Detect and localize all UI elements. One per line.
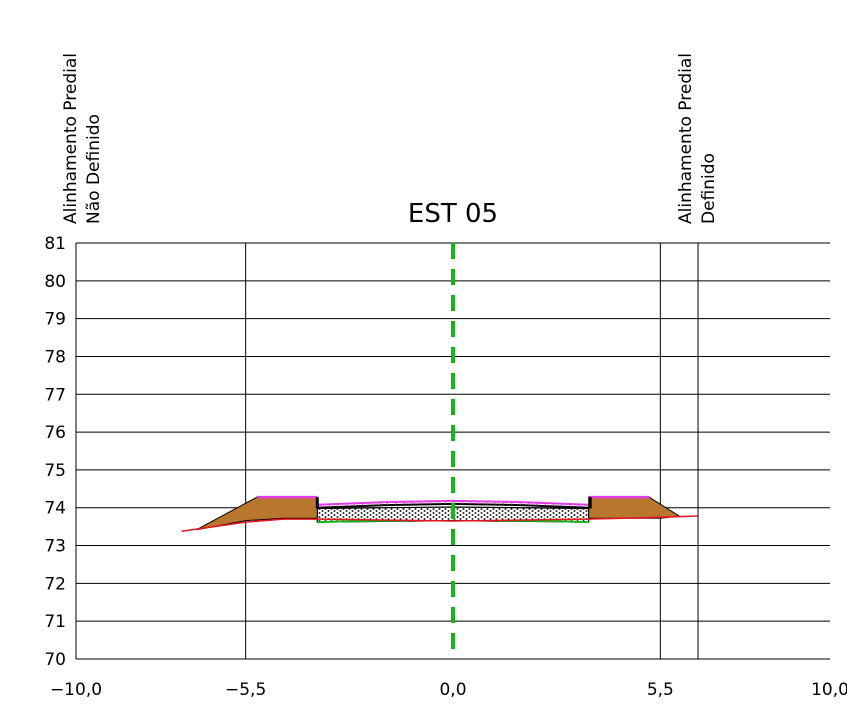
vertical-lines-layer [245, 243, 699, 659]
x-tick-label: −5,5 [225, 680, 266, 700]
natural-terrain-line [181, 515, 699, 532]
x-tick-label: 10,0 [811, 680, 847, 700]
y-tick-label: 71 [44, 612, 66, 632]
left-curb [315, 497, 319, 509]
left-alignment-label-line2: Não Definido [84, 114, 104, 224]
x-tick-label: −10,0 [50, 680, 102, 700]
x-tick-label: 0,0 [439, 680, 466, 700]
right-curb [588, 497, 592, 509]
y-tick-label: 76 [44, 423, 66, 443]
y-tick-label: 74 [44, 499, 66, 519]
y-tick-label: 80 [44, 272, 66, 292]
station-title: EST 05 [408, 199, 498, 229]
left-alignment-label-line1: Alinhamento Predial [61, 53, 81, 224]
y-tick-label: 77 [44, 385, 66, 405]
road-section-layer [181, 495, 699, 532]
right-alignment-label-line2: Definido [699, 153, 719, 224]
x-tick-label: 5,5 [647, 680, 674, 700]
y-tick-label: 72 [44, 574, 66, 594]
y-tick-label: 81 [44, 234, 66, 254]
y-tick-label: 75 [44, 461, 66, 481]
y-tick-label: 79 [44, 310, 66, 330]
y-tick-label: 78 [44, 347, 66, 367]
y-tick-label: 73 [44, 537, 66, 557]
right-alignment-label-line1: Alinhamento Predial [676, 53, 696, 224]
right-embankment [588, 496, 681, 519]
y-tick-label: 70 [44, 650, 66, 670]
labels-layer: 81 80 79 78 77 76 75 74 73 72 71 70 −10,0 −5,5 0,0 5,5 1… [44, 234, 847, 700]
left-embankment [196, 496, 318, 531]
